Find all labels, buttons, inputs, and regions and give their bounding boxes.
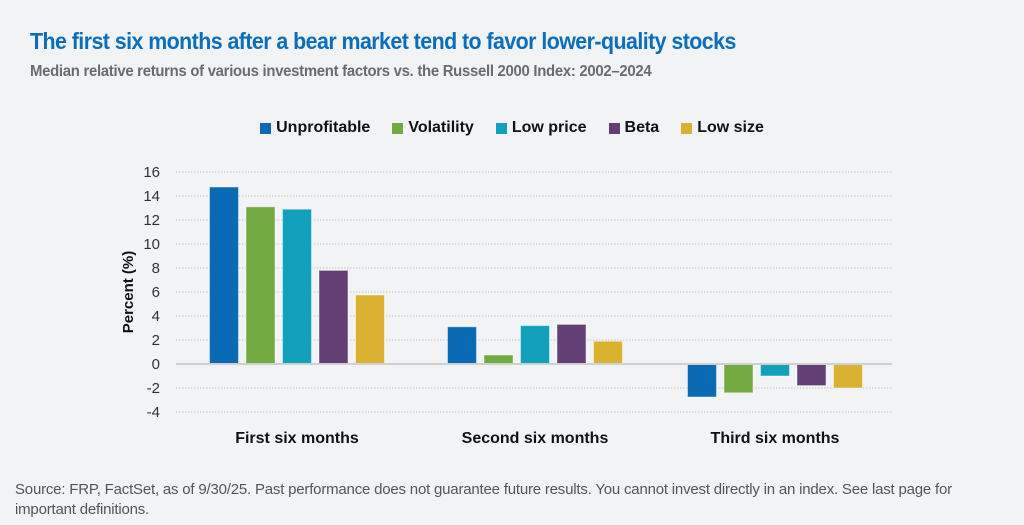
legend-label: Low size: [697, 119, 764, 136]
legend-swatch: [495, 122, 507, 134]
bar-beta: [796, 363, 827, 387]
bar-low-size: [593, 340, 623, 365]
source-note: Source: FRP, FactSet, as of 9/30/25. Pas…: [15, 481, 952, 518]
x-category-label: Second six months: [462, 430, 609, 447]
y-tick-label: 14: [143, 188, 160, 205]
x-category-label: First six months: [235, 430, 359, 447]
bar-volatility: [245, 206, 276, 365]
bar-volatility: [483, 354, 514, 365]
chart-subtitle: Median relative returns of various inves…: [30, 63, 652, 80]
y-tick-label: 8: [152, 260, 160, 277]
legend-label: Volatility: [408, 119, 474, 136]
y-tick-label: -4: [147, 404, 160, 421]
legend-item-low-size: Low size: [681, 119, 764, 137]
bar-beta: [318, 269, 349, 365]
y-tick-label: 0: [152, 356, 160, 373]
y-axis-title: Percent (%): [120, 251, 137, 334]
y-tick-label: 2: [152, 332, 160, 349]
legend-item-volatility: Volatility: [392, 119, 474, 137]
bar-unprofitable: [447, 326, 477, 365]
chart-legend: Unprofitable Volatility Low price Beta L…: [0, 119, 1024, 137]
y-tick-label: 12: [143, 212, 160, 229]
bar-low-size: [833, 363, 863, 389]
bar-unprofitable: [687, 363, 717, 398]
bar-low-price: [282, 208, 312, 365]
legend-item-unprofitable: Unprofitable: [260, 119, 370, 137]
legend-label: Unprofitable: [276, 119, 371, 136]
bar-low-price: [760, 363, 790, 377]
legend-label: Beta: [624, 119, 660, 136]
legend-item-low-price: Low price: [495, 119, 587, 137]
bar-low-price: [520, 325, 550, 365]
legend-swatch: [681, 122, 693, 134]
y-tick-label: -2: [147, 380, 160, 397]
legend-swatch: [392, 122, 404, 134]
y-tick-label: 10: [143, 236, 160, 253]
bar-low-size: [355, 294, 385, 365]
x-category-label: Third six months: [711, 430, 840, 447]
chart-title: The first six months after a bear market…: [30, 28, 736, 54]
y-tick-label: 6: [152, 284, 160, 301]
legend-label: Low price: [511, 119, 587, 136]
bar-volatility: [723, 363, 754, 394]
legend-item-beta: Beta: [608, 119, 660, 137]
bar-unprofitable: [209, 186, 239, 365]
y-tick-label: 16: [143, 164, 160, 181]
bar-beta: [556, 323, 587, 365]
legend-swatch: [608, 122, 620, 134]
y-tick-label: 4: [152, 308, 160, 325]
legend-swatch: [260, 122, 272, 134]
